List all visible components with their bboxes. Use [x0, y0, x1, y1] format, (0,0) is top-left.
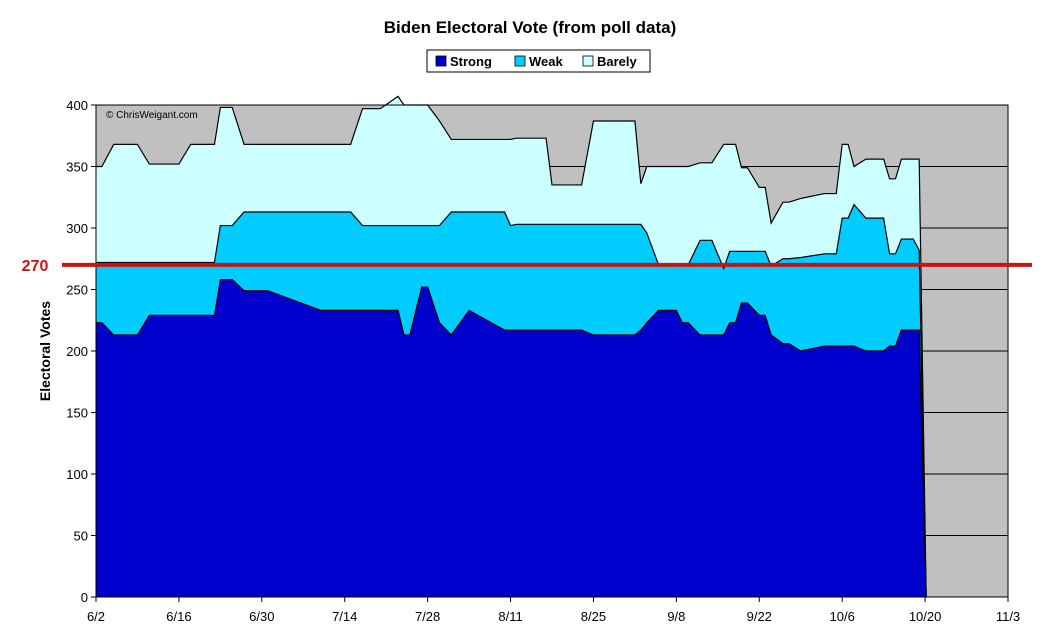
reference-line-group: 270 — [22, 258, 1032, 275]
legend-label-barely: Barely — [597, 54, 638, 69]
outline-strong — [96, 279, 927, 598]
y-tick-label-100: 100 — [66, 467, 88, 482]
chart-title: Biden Electoral Vote (from poll data) — [384, 18, 677, 37]
reference-line-label: 270 — [22, 258, 49, 275]
x-tick-label-6-2: 6/2 — [87, 609, 105, 624]
stacked-areas — [96, 96, 927, 597]
legend: Strong Weak Barely — [426, 49, 651, 73]
y-tick-label-400: 400 — [66, 98, 88, 113]
series-outlines — [96, 95, 927, 598]
legend-swatch-strong — [435, 55, 447, 67]
legend-swatch-weak — [514, 55, 526, 67]
x-tick-label-6-30: 6/30 — [249, 609, 274, 624]
y-axis: 0 50 100 150 200 250 300 350 400 — [66, 98, 96, 605]
y-tick-label-250: 250 — [66, 283, 88, 298]
area-weak — [96, 204, 927, 597]
x-tick-label-10-6: 10/6 — [830, 609, 855, 624]
outline-weak — [96, 203, 927, 598]
legend-label-weak: Weak — [529, 54, 563, 69]
y-axis-label: Electoral Votes — [37, 301, 53, 401]
y-tick-label-50: 50 — [74, 529, 88, 544]
x-axis: 6/2 6/16 6/30 7/14 7/28 8/11 8/25 9/8 9/22 10/6 10… — [87, 597, 1020, 624]
x-tick-label-6-16: 6/16 — [166, 609, 191, 624]
y-tick-label-200: 200 — [66, 344, 88, 359]
legend-swatch-barely — [582, 55, 594, 67]
y-tick-label-150: 150 — [66, 406, 88, 421]
outline-barely — [96, 95, 927, 598]
y-tick-label-0: 0 — [81, 590, 88, 605]
x-tick-label-8-25: 8/25 — [581, 609, 606, 624]
x-tick-label-10-20: 10/20 — [909, 609, 942, 624]
x-tick-label-8-11: 8/11 — [498, 609, 522, 624]
x-tick-label-11-3: 11/3 — [996, 609, 1020, 624]
area-strong — [96, 279, 927, 597]
x-tick-label-7-14: 7/14 — [332, 609, 357, 624]
y-tick-label-350: 350 — [66, 160, 88, 175]
x-tick-label-9-8: 9/8 — [667, 609, 685, 624]
credit-text: © ChrisWeigant.com — [106, 110, 198, 121]
legend-label-strong: Strong — [450, 54, 492, 69]
area-barely — [96, 96, 927, 597]
x-tick-label-7-28: 7/28 — [415, 609, 440, 624]
x-tick-label-9-22: 9/22 — [747, 609, 772, 624]
legend-box — [426, 49, 651, 73]
y-tick-label-300: 300 — [66, 221, 88, 236]
